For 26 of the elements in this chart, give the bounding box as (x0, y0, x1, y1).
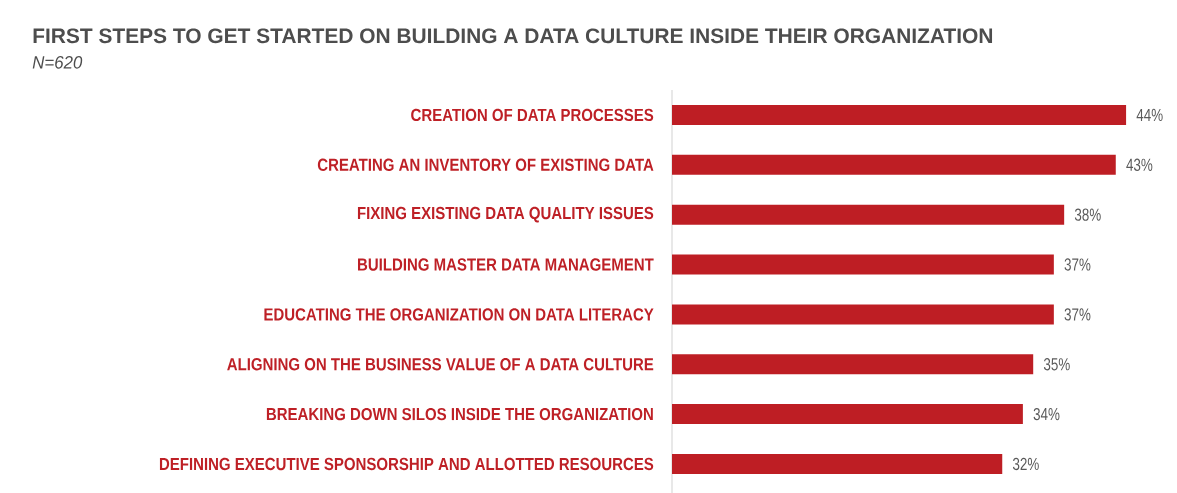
y-tick-label: BUILDING MASTER DATA MANAGEMENT (358, 258, 654, 271)
bar (672, 453, 1003, 474)
data-label: 35% (1043, 358, 1070, 371)
data-label: 32% (1012, 457, 1039, 471)
data-label: 43% (1126, 158, 1153, 171)
text: N=620 (32, 55, 83, 69)
chart-title: FIRST STEPS TO GET STARTED ON BUILDING A DATA CULTURE INSIDE THEIR ORGANIZATION (33, 28, 993, 44)
bar (672, 304, 1054, 325)
bar (672, 154, 1116, 175)
bar (672, 204, 1065, 225)
bar (672, 404, 1023, 425)
y-tick-label: CREATING AN INVENTORY OF EXISTING DATA (317, 158, 654, 171)
y-tick-label: DEFINING EXECUTIVE SPONSORSHIP AND ALLOTTED RESOURCES (159, 457, 654, 471)
bar (672, 104, 1127, 125)
data-label: 37% (1064, 308, 1091, 321)
data-label: 37% (1064, 258, 1091, 271)
y-tick-label: CREATION OF DATA PROCESSES (411, 108, 654, 122)
bar (672, 354, 1034, 375)
data-label: 38% (1074, 208, 1101, 221)
y-tick-label: ALIGNING ON THE BUSINESS VALUE OF A DATA CULTURE (227, 358, 654, 371)
data-label: 34% (1033, 407, 1060, 421)
y-tick-label: BREAKING DOWN SILOS INSIDE THE ORGANIZATION (266, 407, 653, 421)
y-tick-label: FIXING EXISTING DATA QUALITY ISSUES (357, 206, 654, 223)
bar (672, 254, 1054, 275)
y-tick-label: EDUCATING THE ORGANIZATION ON DATA LITERACY (264, 308, 654, 321)
data-label: 44% (1136, 108, 1163, 122)
